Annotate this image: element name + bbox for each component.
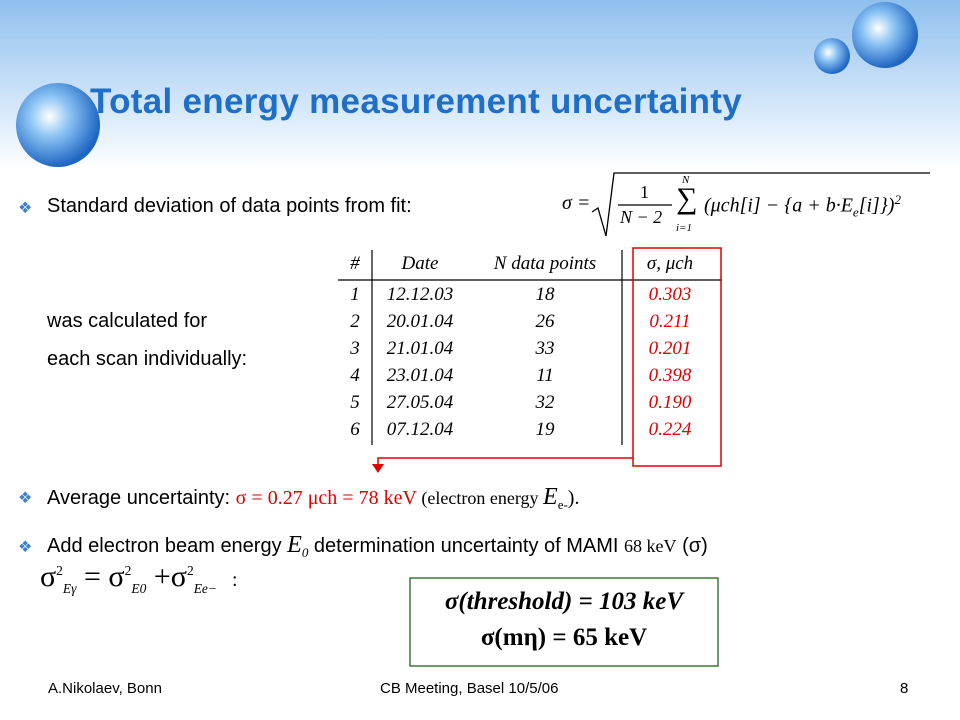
text: Add electron beam energy bbox=[47, 535, 288, 557]
formula: 2 bbox=[56, 563, 63, 578]
table-cell: 32 bbox=[535, 392, 555, 413]
text: ). bbox=[567, 487, 580, 509]
table-cell: 33 bbox=[535, 338, 555, 359]
bullet-icon: ❖ bbox=[18, 490, 33, 507]
table-cell: 27.05.04 bbox=[386, 392, 454, 413]
text: (electron energy bbox=[416, 488, 544, 508]
footer: CB Meeting, Basel 10/5/06 bbox=[380, 680, 559, 697]
title: Total energy measurement uncertainty bbox=[90, 82, 743, 121]
value: σ = 0.27 μch = 78 keV bbox=[235, 487, 417, 509]
table-cell: 1 bbox=[350, 284, 360, 305]
symbol: 0 bbox=[301, 545, 309, 560]
formula: i=1 bbox=[676, 222, 692, 234]
table-cell: σ, μch bbox=[646, 253, 694, 274]
formula: σ bbox=[108, 560, 125, 593]
bullet-icon: ❖ bbox=[18, 539, 33, 556]
table-cell: 0.211 bbox=[649, 311, 691, 332]
result: σ(threshold) = 103 keV bbox=[444, 588, 684, 615]
formula: e bbox=[852, 204, 859, 220]
formula: ∑ bbox=[676, 182, 698, 215]
formula: σ bbox=[40, 560, 57, 593]
bullet-text: Standard deviation of data points from f… bbox=[47, 195, 412, 217]
table-cell: 11 bbox=[536, 365, 554, 386]
footer: 8 bbox=[900, 680, 909, 697]
bullet-icon: ❖ bbox=[18, 200, 33, 217]
formula: (μch[i] − {a + b·Ee[i]})2 bbox=[704, 192, 901, 221]
table-cell: 23.01.04 bbox=[386, 365, 454, 386]
table-cell: 20.01.04 bbox=[386, 311, 454, 332]
formula: 2 bbox=[124, 563, 132, 578]
table-cell: 0.398 bbox=[648, 365, 692, 386]
bullet-text: Add electron beam energy E0 determinatio… bbox=[47, 532, 708, 561]
symbol: E bbox=[287, 532, 302, 558]
table-cell: 0.201 bbox=[648, 338, 692, 359]
table-cell: 4 bbox=[350, 365, 360, 386]
table-cell: 19 bbox=[535, 419, 555, 440]
formula: E0 bbox=[131, 581, 147, 596]
formula: [i]}) bbox=[858, 194, 895, 217]
table-cell: 3 bbox=[350, 338, 360, 359]
table-cell: 0.190 bbox=[648, 392, 692, 413]
formula: + bbox=[153, 560, 171, 593]
table-cell: 0.303 bbox=[648, 284, 692, 305]
formula: Eγ bbox=[62, 581, 77, 596]
value: 68 keV bbox=[624, 536, 677, 556]
symbol: e- bbox=[557, 497, 568, 512]
table-cell: 0.224 bbox=[648, 419, 692, 440]
formula: (μch[i] − {a + b·E bbox=[704, 194, 853, 217]
table-cell: 5 bbox=[350, 392, 360, 413]
table-cell: 12.12.03 bbox=[386, 284, 454, 305]
formula: 2 bbox=[894, 192, 901, 207]
table-cell: Date bbox=[401, 253, 439, 274]
table-cell: 21.01.04 bbox=[386, 338, 454, 359]
formula: 2 bbox=[186, 563, 194, 578]
formula: Ee− bbox=[193, 581, 218, 596]
table-cell: 18 bbox=[535, 284, 555, 305]
text: (σ) bbox=[676, 535, 708, 557]
bullet-text: Average uncertainty: σ = 0.27 μch = 78 k… bbox=[47, 484, 579, 513]
formula: 1 bbox=[640, 182, 649, 202]
text: determination uncertainty of MAMI bbox=[308, 535, 625, 557]
formula: = bbox=[84, 560, 101, 593]
formula: σ2Eγ = σ2E0 +σ2Ee− : bbox=[40, 560, 238, 597]
formula: N bbox=[682, 174, 690, 186]
table-cell: 07.12.04 bbox=[386, 419, 454, 440]
paragraph: was calculated for bbox=[47, 310, 208, 332]
table-cell: 26 bbox=[535, 311, 555, 332]
text: Average uncertainty: bbox=[47, 487, 236, 509]
result: σ(mη) = 65 keV bbox=[480, 624, 648, 651]
paragraph: each scan individually: bbox=[47, 348, 248, 370]
footer: A.Nikolaev, Bonn bbox=[48, 680, 162, 697]
table-cell: 6 bbox=[350, 419, 360, 440]
formula: σ = bbox=[562, 192, 591, 214]
formula: N − 2 bbox=[620, 207, 663, 227]
table-cell: N data points bbox=[493, 253, 597, 274]
formula: σ bbox=[170, 560, 187, 593]
formula: : bbox=[232, 569, 238, 591]
symbol: E bbox=[543, 484, 558, 510]
table-cell: 2 bbox=[350, 311, 360, 332]
table-cell: # bbox=[350, 253, 360, 274]
